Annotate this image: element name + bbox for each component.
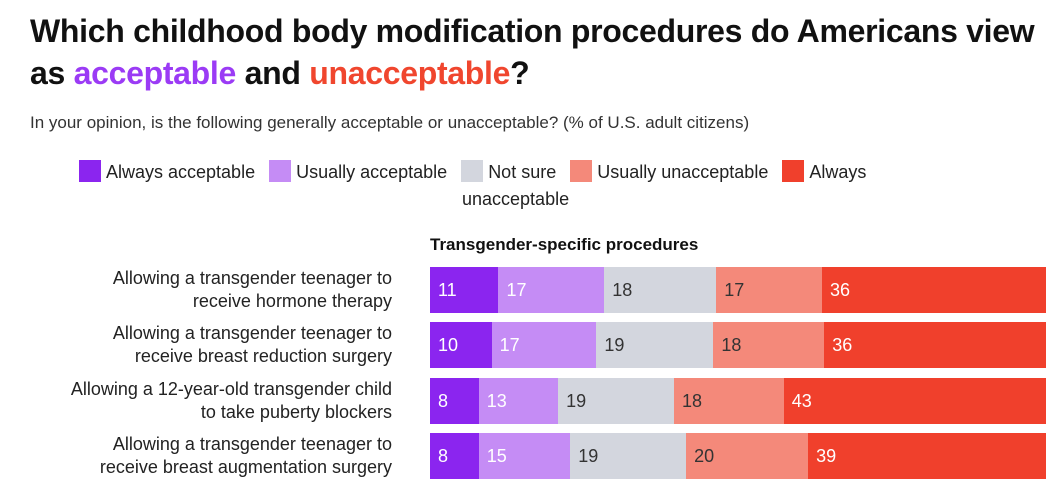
data-label: 36 [829,279,850,300]
bar-segment: 39 [808,433,1046,479]
bar-segment: 13 [478,378,559,424]
legend-item: Usually acceptable [269,158,447,186]
title-acceptable: acceptable [73,55,237,91]
section-title: Transgender-specific procedures [430,235,699,254]
title-part1: Which childhood body modification proced… [30,13,1035,91]
legend-swatch [570,160,593,182]
bar-segment: 8 [430,378,479,424]
bar-segment: 18 [673,378,784,424]
legend: Always acceptable Usually acceptable Not s… [79,158,1039,186]
bar-segment: 10 [430,322,492,368]
data-label: 19 [604,334,625,355]
category-label-line: Allowing a transgender teenager to [112,434,392,454]
bar-segment: 20 [686,433,809,479]
bar-segment: 36 [824,322,1046,368]
category-label: Allowing a transgender teenager to receiv… [0,267,392,313]
chart-subtitle: In your opinion, is the following genera… [30,113,750,132]
data-label: 20 [694,445,715,466]
data-label: 13 [486,390,507,411]
data-label: 18 [721,334,742,355]
legend-swatch [79,160,101,182]
data-label: 17 [724,279,745,300]
data-label: 8 [438,445,449,466]
chart-title: Which childhood body modification proced… [30,10,1040,94]
title-unacceptable: unacceptable [309,55,511,91]
stacked-bar: 11 17 18 17 36 [430,267,1046,313]
bar-segment: 19 [570,433,687,479]
bar-segment: 11 [430,267,499,313]
data-label: 11 [438,279,457,300]
legend-item: Usually unacceptable [570,158,768,186]
bar-segment: 18 [713,322,825,368]
category-label-line: Allowing a 12-year-old transgender child [70,379,392,399]
bar-segment: 43 [783,378,1046,424]
data-label: 18 [612,279,633,300]
data-label: 17 [506,279,527,300]
data-label: 19 [566,390,587,411]
category-label-line: Allowing a transgender teenager to [112,323,392,343]
category-label-line: to take puberty blockers [200,402,392,422]
legend-item: Always [782,158,866,186]
legend-item: Always acceptable [79,158,255,186]
category-label: Allowing a transgender teenager to receiv… [0,322,392,368]
legend-swatch [269,160,292,182]
legend-item: Not sure [461,158,556,186]
legend-swatch [782,160,805,182]
category-label: Allowing a 12-year-old transgender child… [0,378,392,424]
data-label: 43 [791,390,812,411]
data-label: 8 [438,390,449,411]
data-label: 39 [816,445,837,466]
bar-segment: 18 [604,267,717,313]
category-label: Allowing a transgender teenager to receiv… [0,433,392,479]
legend-swatch [461,160,484,182]
title-end: ? [510,55,530,91]
bar-segment: 17 [716,267,822,313]
data-label: 15 [486,445,507,466]
title-and: and [236,55,310,91]
legend-wrap-label: unacceptable [462,189,570,209]
category-label-line: receive hormone therapy [192,291,392,311]
bar-segment: 15 [478,433,571,479]
legend-label: Not sure [488,162,557,182]
data-label: 36 [832,334,853,355]
stacked-bar: 10 17 19 18 36 [430,322,1046,368]
data-label: 10 [438,334,459,355]
legend-label: Always [809,162,867,182]
data-label: 19 [578,445,599,466]
bar-segment: 17 [498,267,605,313]
bar-segment: 8 [430,433,479,479]
category-label-line: receive breast augmentation surgery [99,457,392,477]
data-label: 17 [499,334,520,355]
legend-label: Usually unacceptable [597,162,769,182]
bar-segment: 19 [596,322,714,368]
legend-label: Usually acceptable [296,162,448,182]
stacked-bar: 8 13 19 18 43 [430,378,1046,424]
category-label-line: receive breast reduction surgery [134,346,392,366]
legend-label: Always acceptable [106,162,256,182]
data-label: 18 [681,390,702,411]
bar-segment: 17 [491,322,597,368]
stacked-bar: 8 15 19 20 39 [430,433,1046,479]
category-label-line: Allowing a transgender teenager to [112,268,392,288]
bar-segment: 19 [558,378,674,424]
bar-segment: 36 [821,267,1046,313]
